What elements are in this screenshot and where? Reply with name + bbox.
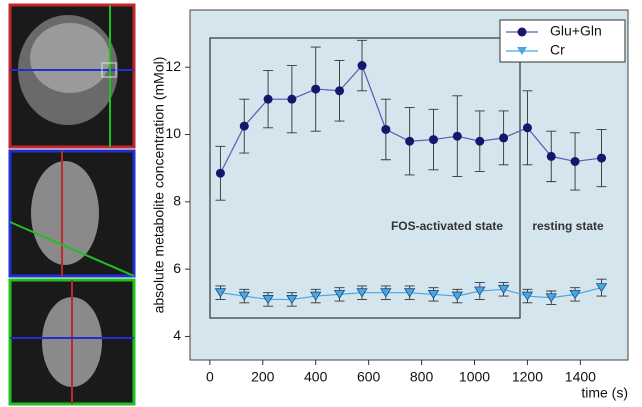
marker	[357, 61, 367, 71]
y-tick-label: 10	[165, 125, 181, 141]
legend-label: Glu+Gln	[550, 23, 602, 39]
x-tick-label: 1000	[459, 369, 490, 385]
marker	[309, 291, 322, 301]
marker	[522, 123, 532, 133]
marker	[452, 131, 462, 141]
x-tick-label: 1200	[512, 369, 543, 385]
x-tick-label: 1400	[565, 369, 596, 385]
marker	[474, 286, 486, 296]
marker	[570, 156, 580, 166]
marker	[335, 86, 345, 96]
mri-brain	[31, 161, 99, 265]
voxel	[101, 62, 117, 78]
marker	[287, 94, 297, 104]
marker	[569, 289, 581, 300]
x-tick-label: 0	[206, 369, 214, 385]
x-axis-label: time (s)	[581, 385, 628, 401]
marker	[475, 136, 485, 146]
x-tick-label: 800	[410, 369, 434, 385]
marker	[214, 288, 227, 298]
x-tick-label: 200	[251, 369, 275, 385]
y-tick-label: 4	[173, 327, 181, 343]
legend-label: Cr	[550, 42, 565, 58]
marker	[263, 94, 273, 104]
marker	[545, 293, 557, 303]
activation-box	[209, 37, 521, 319]
marker	[380, 288, 392, 298]
marker	[215, 168, 225, 178]
annotation: resting state	[532, 219, 604, 233]
plot-area	[189, 9, 629, 361]
marker	[499, 133, 509, 143]
marker	[333, 289, 346, 300]
marker	[381, 124, 391, 134]
marker	[262, 295, 274, 305]
y-axis-label: absolute metabolite concentration (mMol)	[151, 57, 167, 314]
y-tick-label: 12	[165, 58, 181, 74]
marker	[595, 283, 608, 293]
marker	[403, 288, 416, 298]
marker	[497, 284, 510, 295]
marker	[546, 151, 556, 161]
marker	[311, 84, 321, 94]
x-tick-label: 400	[304, 369, 328, 385]
marker	[427, 289, 440, 300]
annotation: FOS-activated state	[391, 219, 503, 233]
marker	[405, 136, 415, 146]
y-tick-label: 8	[173, 193, 181, 209]
marker	[238, 291, 250, 301]
legend-marker	[517, 47, 527, 55]
mri-brain	[30, 23, 110, 93]
slice-line	[9, 221, 135, 277]
mri-panels	[8, 3, 136, 406]
marker	[521, 291, 534, 301]
marker	[286, 295, 298, 305]
legend-box	[499, 19, 626, 63]
marker	[356, 288, 368, 298]
marker	[239, 121, 249, 131]
marker	[428, 135, 438, 145]
marker	[451, 291, 464, 301]
x-tick-label: 600	[357, 369, 381, 385]
y-tick-label: 6	[173, 260, 181, 276]
marker	[597, 153, 607, 163]
legend-marker	[517, 27, 527, 37]
